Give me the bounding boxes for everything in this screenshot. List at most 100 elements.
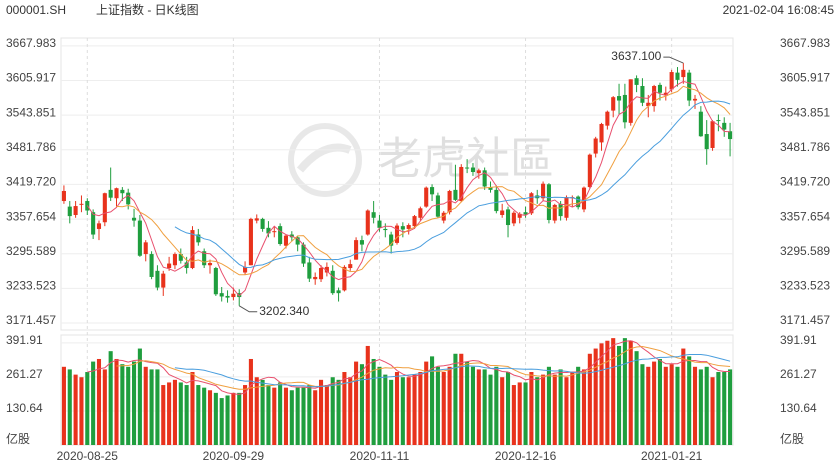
candle-body [593,138,598,154]
watermark-logo [288,123,362,197]
x-tick-label: 2020-12-16 [495,449,557,463]
candle-body [406,225,411,229]
volume-bar [91,361,96,445]
volume-bar [359,364,364,445]
volume-bar [213,392,218,445]
candle-body [219,293,224,297]
candle-body [710,121,715,148]
candle-body [488,187,493,190]
volume-bar [470,366,476,445]
volume-bar [412,374,417,445]
volume-bar [96,358,102,445]
candle-body [523,212,528,215]
candle-body [278,226,283,245]
y-tick-label: 3667.983 [6,36,56,50]
volume-bar [400,377,405,445]
candle-body [692,98,698,101]
x-tick-label: 2020-11-11 [350,449,410,463]
candle-body [722,122,727,130]
volume-bar [336,379,341,445]
candle-body [295,237,300,245]
candle-body [681,69,686,78]
volume-bar [260,379,265,445]
volume-bar [172,379,177,445]
candle-body [336,290,341,294]
candle-body [131,217,137,221]
volume-bar [231,392,236,445]
candle-body [365,210,370,235]
volume-bar [482,369,487,445]
candle-body [207,263,213,266]
y-tick-label: 130.64 [6,401,43,415]
volume-bar [546,366,551,445]
volume-bar [441,372,446,445]
candle-body [470,167,476,172]
volume-bar [640,364,645,445]
candle-body [149,254,154,277]
candle-body [272,231,277,233]
volume-bar [418,372,423,445]
volume-bar [225,395,230,445]
volume-bar [149,369,154,445]
volume-bar [207,390,213,445]
ma-line [116,345,731,390]
candle-body [640,86,645,103]
candle-body [622,94,627,123]
volume-bar [430,356,435,445]
volume-bar [137,348,142,445]
ma-line [116,85,731,276]
y-tick-label: 3419.720 [6,175,56,189]
y-tick-label: 3233.523 [780,279,830,293]
candle-body [196,234,201,243]
candle-body [359,240,364,245]
x-tick-label: 2020-08-25 [57,449,119,463]
y-tick-label: 261.27 [6,367,43,381]
candle-body [599,123,604,143]
y-tick-label: 3481.786 [6,140,56,154]
candle-body [698,111,703,137]
x-tick-label: 2021-01-21 [641,449,703,463]
candle-body [348,264,353,269]
volume-bar [67,369,72,445]
y-tick-label: 391.91 [6,333,43,347]
volume-bar [283,387,289,445]
candle-body [424,187,429,207]
volume-bar [622,338,627,445]
volume-bar [435,366,440,445]
candle-body [430,187,435,195]
volume-bar [424,361,429,445]
volume-bar [576,366,581,445]
candle-body [663,92,668,95]
volume-bar [593,348,598,445]
annotation-line [238,305,258,313]
candle-body [79,203,84,205]
candle-body [248,218,253,266]
candle-body [260,218,265,229]
ma-line [86,80,731,297]
watermark: 老虎社區 [378,135,554,184]
y-tick-label: 3543.851 [780,105,830,119]
candle-body [96,223,102,229]
volume-bar [184,385,189,445]
volume-bar [155,369,160,445]
volume-bar [365,345,370,445]
y-tick-label: 3295.589 [6,244,56,258]
volume-bar [669,364,674,445]
candle-body [646,102,651,107]
candle-body [400,226,405,230]
y-tick-label: 3667.983 [780,36,830,50]
candle-body [266,227,271,234]
candle-body [687,72,692,101]
volume-bar [552,374,557,445]
candle-body [225,295,230,298]
y-tick-label: 3171.457 [6,313,56,327]
volume-bar [692,366,698,445]
volume-bar [476,369,481,445]
volume-bar [120,364,125,445]
volume-bar [722,372,727,445]
volume-bar [126,366,131,445]
volume-bar [79,377,84,445]
y-tick-label: 3357.654 [780,209,830,223]
